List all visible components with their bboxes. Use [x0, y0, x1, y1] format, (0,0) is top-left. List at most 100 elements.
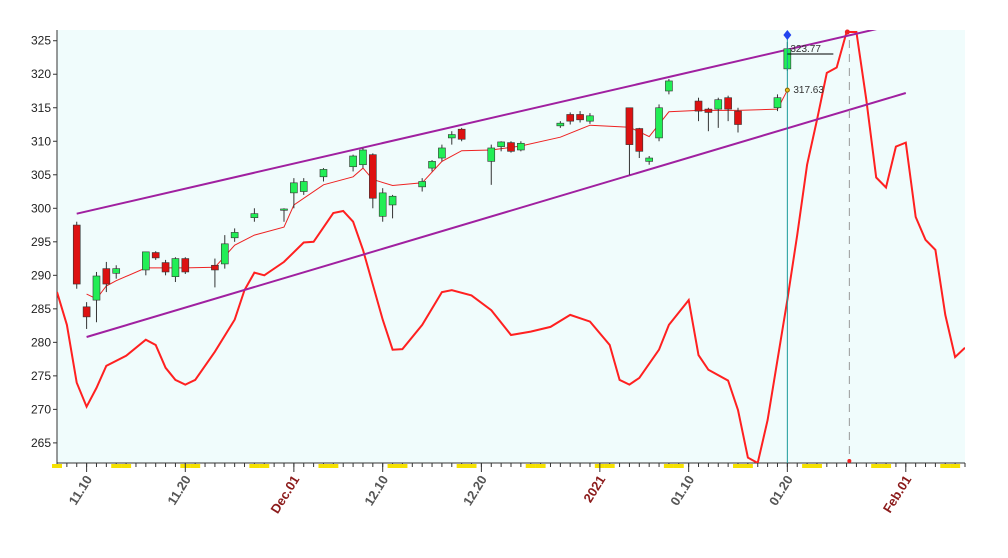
y-tick-label: 300 [31, 201, 51, 215]
axis-strip [318, 464, 329, 468]
axis-strip [940, 464, 951, 468]
candle-body [280, 208, 288, 211]
x-tick-label: 01.20 [766, 473, 796, 509]
candle-body [665, 80, 673, 92]
candle-body [181, 258, 190, 273]
candle-body [694, 100, 703, 112]
line [86, 92, 907, 338]
axis-strip [52, 464, 62, 468]
candle-body [576, 114, 584, 121]
cursor-diamond [783, 30, 792, 40]
candle-body [566, 114, 575, 122]
candle-body [92, 275, 101, 301]
candle-body [151, 252, 160, 259]
candle-body [704, 108, 713, 113]
axis-strip [249, 464, 260, 468]
candle-body [487, 147, 496, 162]
axis-strip [456, 464, 467, 468]
plot-area [57, 30, 965, 463]
axis-strip [535, 464, 546, 468]
axis-strip [604, 464, 615, 468]
candle-body [82, 306, 91, 318]
y-tick-label: 275 [31, 369, 51, 383]
candle-body [290, 182, 298, 194]
y-tick-label: 310 [31, 134, 51, 148]
axis-strip [733, 464, 743, 468]
candle-body [773, 97, 782, 109]
annotation-label: 317.63 [793, 85, 824, 96]
line [76, 30, 877, 215]
axis-strip [397, 464, 408, 468]
y-tick-label: 280 [31, 335, 51, 349]
y-tick-label: 315 [31, 101, 51, 115]
axis-strip [328, 464, 339, 468]
axis-strip [881, 464, 892, 468]
candle-body [428, 161, 436, 169]
annotation-label: 323.77 [790, 44, 821, 55]
candle-body [438, 147, 446, 159]
y-tick-label: 320 [31, 67, 51, 81]
candle-body [517, 142, 525, 151]
axis-strip [811, 464, 822, 468]
candle-body [369, 154, 377, 199]
axis-strip [950, 464, 961, 468]
y-tick-label: 325 [31, 34, 51, 48]
y-tick-label: 295 [31, 235, 51, 249]
y-tick-label: 305 [31, 168, 51, 182]
x-tick-label: 11.10 [66, 473, 96, 508]
candle-body [497, 141, 505, 147]
x-tick-label: 12.20 [460, 473, 490, 509]
candle-body [359, 149, 367, 166]
line [57, 31, 965, 463]
candle-body [230, 232, 239, 239]
candle-body [457, 128, 466, 140]
candle-body [724, 97, 732, 110]
candle-body [625, 107, 634, 145]
candle-body [211, 264, 219, 271]
candle-body [635, 128, 644, 152]
overlay-layer: 323.77 317.63 [783, 29, 852, 463]
candle-body [378, 192, 387, 217]
y-tick-label: 265 [31, 436, 51, 450]
y-tick-label: 290 [31, 268, 51, 282]
axis-strip [673, 464, 684, 468]
candle-body [250, 213, 259, 218]
candle-body [714, 99, 723, 110]
candle-body [556, 122, 565, 127]
candle-body [299, 181, 308, 192]
x-tick-label: Feb.01 [880, 473, 915, 516]
plot-layer [57, 30, 965, 463]
x-tick-label: 12.10 [361, 473, 391, 509]
y-tick-label: 285 [31, 302, 51, 316]
axis-strip [466, 464, 477, 468]
candle-body [319, 169, 328, 178]
candle-body [734, 110, 742, 125]
candle-body [388, 195, 397, 206]
axis-strip [190, 464, 201, 468]
candle-body [142, 251, 150, 271]
candle-body [349, 155, 357, 168]
candle-body [418, 181, 426, 188]
x-tick-label: Dec.01 [267, 473, 302, 517]
candle-body [112, 268, 121, 274]
candle-body [102, 268, 111, 285]
candle-body [161, 262, 170, 273]
x-tick-label: 11.20 [164, 473, 194, 508]
axis-strip [121, 464, 132, 468]
axis-strip [111, 464, 122, 468]
candle-body [586, 115, 594, 122]
candle-body [507, 142, 515, 152]
candle-body [655, 107, 663, 139]
candle-body [645, 157, 653, 162]
candle-body [220, 243, 229, 265]
axis-strip [259, 464, 270, 468]
annotation-dot [784, 87, 790, 93]
axis-strip [871, 464, 882, 468]
axis-strip [802, 464, 813, 468]
candle-body [72, 224, 81, 285]
axis-strip [387, 464, 398, 468]
x-tick-label: 01.10 [667, 473, 697, 509]
axis-strip [742, 464, 753, 468]
candle-body [447, 134, 456, 139]
